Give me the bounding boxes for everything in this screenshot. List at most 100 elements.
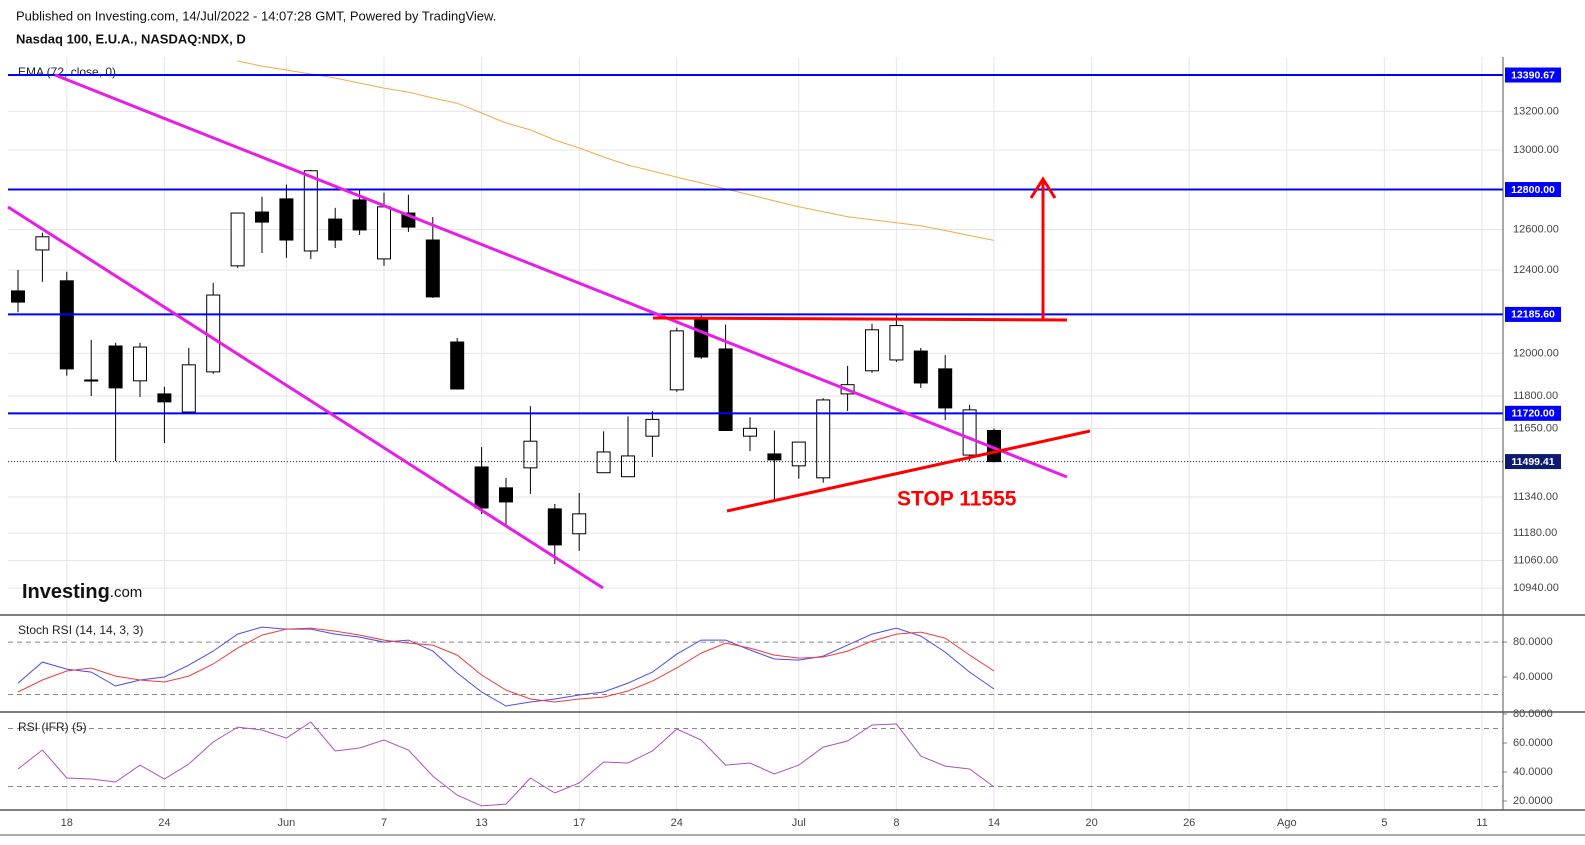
price-level-box (1505, 182, 1561, 198)
candle-body (572, 513, 587, 535)
x-tick-label: Jul (792, 817, 806, 829)
candle-body (35, 236, 50, 251)
y-tick-label: 12600.00 (1513, 223, 1559, 235)
candle-body (743, 427, 757, 437)
candle-body (962, 409, 977, 456)
candle-body (791, 441, 806, 467)
candle-body (889, 325, 904, 361)
y-tick-label: 10940.00 (1513, 582, 1559, 594)
y-tick-label: 11650.00 (1513, 422, 1558, 434)
price-level-label: 13390.67 (1511, 69, 1555, 81)
candle-body (279, 198, 294, 241)
candle-body (547, 508, 562, 546)
x-tick-label: 11 (1476, 817, 1487, 829)
y-tick-label: 40.0000 (1513, 671, 1553, 683)
candle-body (377, 206, 391, 260)
price-level-box (1505, 306, 1561, 322)
candle-body (621, 455, 635, 478)
candle-body (938, 368, 953, 409)
arrow-head (1029, 176, 1057, 199)
candle-body (913, 350, 928, 384)
x-tick-label: Jun (278, 817, 296, 829)
x-tick-label: Ago (1277, 817, 1297, 829)
y-tick-label: 12400.00 (1513, 264, 1559, 276)
drawings: STOP 11555 (7, 73, 1091, 590)
y-tick-label: 40.0000 (1513, 766, 1553, 778)
x-tick-label: 24 (158, 817, 170, 829)
price-level-label: 12800.00 (1511, 184, 1555, 196)
candle-body (523, 440, 538, 469)
indicator-label: RSI (IFR) (5) (18, 720, 87, 734)
candle-body (718, 348, 733, 431)
published-note: Published on Investing.com, 14/Jul/2022 … (16, 8, 496, 23)
candle-body (230, 212, 245, 267)
logo-brand: Investing (22, 581, 110, 603)
candle-body (499, 487, 513, 503)
candle-body (133, 346, 147, 382)
price-level-label: 12185.60 (1511, 309, 1555, 321)
y-tick-label: 11060.00 (1513, 554, 1558, 566)
candle-body (694, 319, 709, 358)
candle-body (108, 345, 123, 389)
candle-body (767, 453, 782, 461)
x-tick-label: 14 (988, 817, 1000, 829)
candle-body (59, 280, 74, 370)
x-tick-label: 24 (671, 817, 683, 829)
candle-body (596, 451, 611, 474)
ema-line (237, 60, 995, 241)
candle-body (303, 170, 318, 252)
candle-body (669, 330, 684, 391)
logo: Investing.com (22, 581, 142, 603)
indicator-label: EMA (72, close, 0) (18, 65, 116, 79)
y-tick-label: 60.0000 (1513, 737, 1553, 749)
indicator-label: Stoch RSI (14, 14, 3, 3) (18, 623, 143, 637)
y-tick-label: 80.0000 (1513, 636, 1553, 648)
candle-body (816, 399, 831, 479)
x-tick-label: 26 (1183, 817, 1195, 829)
candle-body (474, 466, 489, 509)
candle-body (328, 218, 343, 241)
price-level-box (1505, 405, 1561, 421)
x-tick-label: 7 (381, 817, 387, 829)
y-tick-label: 11800.00 (1513, 390, 1558, 402)
candle-body (450, 341, 465, 390)
indicator-line (17, 627, 995, 703)
candle-body (206, 294, 221, 373)
candle-body (645, 418, 660, 437)
y-tick-label: 20.0000 (1513, 795, 1553, 807)
y-tick-label: 13000.00 (1513, 144, 1559, 156)
y-tick-label: 11340.00 (1513, 491, 1558, 503)
resistance-line (652, 316, 1068, 322)
candle-body (865, 329, 879, 372)
y-tick-label: 80.0000 (1513, 708, 1553, 720)
trend-line (54, 73, 1068, 479)
y-tick-label: 13200.00 (1513, 105, 1559, 117)
indicator-line (17, 721, 995, 807)
logo-suffix: .com (110, 584, 143, 601)
support-line (726, 429, 1091, 513)
indicator-line (17, 626, 995, 707)
y-tick-label: 12000.00 (1513, 347, 1559, 359)
price-level-box (1505, 67, 1561, 83)
x-tick-label: 13 (475, 817, 487, 829)
x-tick-label: 5 (1381, 817, 1387, 829)
candle-body (181, 364, 196, 413)
candle-body (425, 239, 440, 298)
trend-line (7, 205, 604, 590)
candle-body (11, 290, 25, 303)
price-level-label: 11720.00 (1511, 408, 1554, 420)
last-price-box (1505, 454, 1561, 470)
x-tick-label: 8 (893, 817, 899, 829)
stop-label: STOP 11555 (897, 488, 1017, 511)
candle-body (157, 393, 172, 403)
x-tick-label: 17 (573, 817, 585, 829)
candle-body (84, 379, 99, 382)
x-tick-label: 20 (1085, 817, 1097, 829)
y-tick-label: 11180.00 (1513, 527, 1557, 539)
x-tick-label: 18 (61, 817, 73, 829)
last-price-label: 11499.41 (1511, 456, 1554, 468)
candle-body (352, 199, 367, 231)
